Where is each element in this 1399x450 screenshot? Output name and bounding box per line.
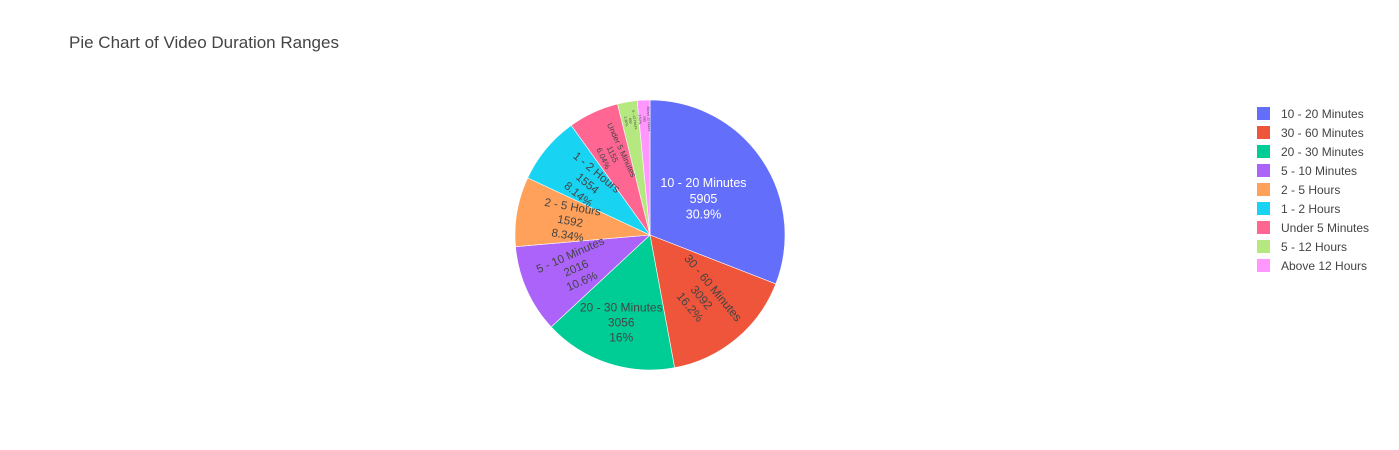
slice-label-name: 20 - 30 Minutes bbox=[580, 300, 663, 314]
slice-label-percent: 2.36% bbox=[623, 116, 629, 126]
legend-label: 30 - 60 Minutes bbox=[1281, 125, 1364, 140]
legend-label: 10 - 20 Minutes bbox=[1281, 106, 1364, 121]
legend-swatch bbox=[1257, 164, 1270, 177]
legend-item[interactable]: Under 5 Minutes bbox=[1255, 218, 1369, 237]
pie-slice-label: Above 12 Hours2901.52% bbox=[637, 106, 651, 132]
legend-swatch bbox=[1257, 240, 1270, 253]
legend-label: 5 - 10 Minutes bbox=[1281, 163, 1358, 178]
slice-label-value: 3056 bbox=[608, 315, 635, 329]
pie-slice-label: 10 - 20 Minutes 5905 30.9% bbox=[660, 176, 746, 221]
slice-label-value: 5905 bbox=[690, 192, 718, 206]
legend-swatch bbox=[1257, 145, 1270, 158]
pie-slice[interactable] bbox=[515, 234, 651, 328]
pie-slice[interactable] bbox=[636, 99, 651, 236]
slice-label-percent: 30.9% bbox=[686, 207, 721, 221]
legend-swatch bbox=[1257, 107, 1270, 120]
legend-item[interactable]: 1 - 2 Hours bbox=[1255, 199, 1369, 218]
legend-item[interactable]: 2 - 5 Hours bbox=[1255, 180, 1369, 199]
slice-label-percent: 8.34% bbox=[550, 227, 584, 244]
legend-item[interactable]: 30 - 60 Minutes bbox=[1255, 123, 1369, 142]
chart-title: Pie Chart of Video Duration Ranges bbox=[69, 33, 339, 52]
pie-slice[interactable] bbox=[649, 234, 777, 369]
slice-label-value: 1592 bbox=[556, 214, 583, 230]
legend-swatch bbox=[1257, 183, 1270, 196]
slice-label-value: 450 bbox=[628, 117, 633, 123]
slice-label-value: 290 bbox=[642, 116, 646, 122]
legend-swatch bbox=[1257, 221, 1270, 234]
pie-slice-label: 20 - 30 Minutes 3056 16% bbox=[580, 300, 663, 344]
legend-item[interactable]: Above 12 Hours bbox=[1255, 256, 1369, 275]
slice-label-name: 10 - 20 Minutes bbox=[660, 176, 746, 190]
slice-label-percent: 16% bbox=[609, 330, 633, 344]
legend-swatch bbox=[1257, 126, 1270, 139]
legend-label: 1 - 2 Hours bbox=[1281, 201, 1341, 216]
pie-slice[interactable] bbox=[550, 234, 675, 371]
legend-swatch bbox=[1257, 259, 1270, 272]
legend-label: Under 5 Minutes bbox=[1281, 220, 1370, 235]
legend-item[interactable]: 5 - 12 Hours bbox=[1255, 237, 1369, 256]
legend: 10 - 20 Minutes 30 - 60 Minutes 20 - 30 Mi… bbox=[1255, 104, 1369, 275]
legend-item[interactable]: 10 - 20 Minutes bbox=[1255, 104, 1369, 123]
legend-swatch bbox=[1257, 202, 1270, 215]
pie-slice[interactable] bbox=[649, 99, 786, 285]
slice-label-name: 5 - 12 Hours bbox=[631, 110, 638, 130]
pie-slice-label: 5 - 12 Hours4502.36% bbox=[622, 110, 638, 131]
legend-item[interactable]: 5 - 10 Minutes bbox=[1255, 161, 1369, 180]
slice-label-name: Above 12 Hours bbox=[646, 106, 651, 132]
legend-label: 20 - 30 Minutes bbox=[1281, 144, 1364, 159]
slice-label-percent: 1.52% bbox=[638, 114, 642, 124]
pie-slices bbox=[514, 99, 786, 371]
legend-label: 2 - 5 Hours bbox=[1281, 182, 1341, 197]
legend-label: Above 12 Hours bbox=[1281, 258, 1368, 273]
legend-label: 5 - 12 Hours bbox=[1281, 239, 1348, 254]
legend-item[interactable]: 20 - 30 Minutes bbox=[1255, 142, 1369, 161]
